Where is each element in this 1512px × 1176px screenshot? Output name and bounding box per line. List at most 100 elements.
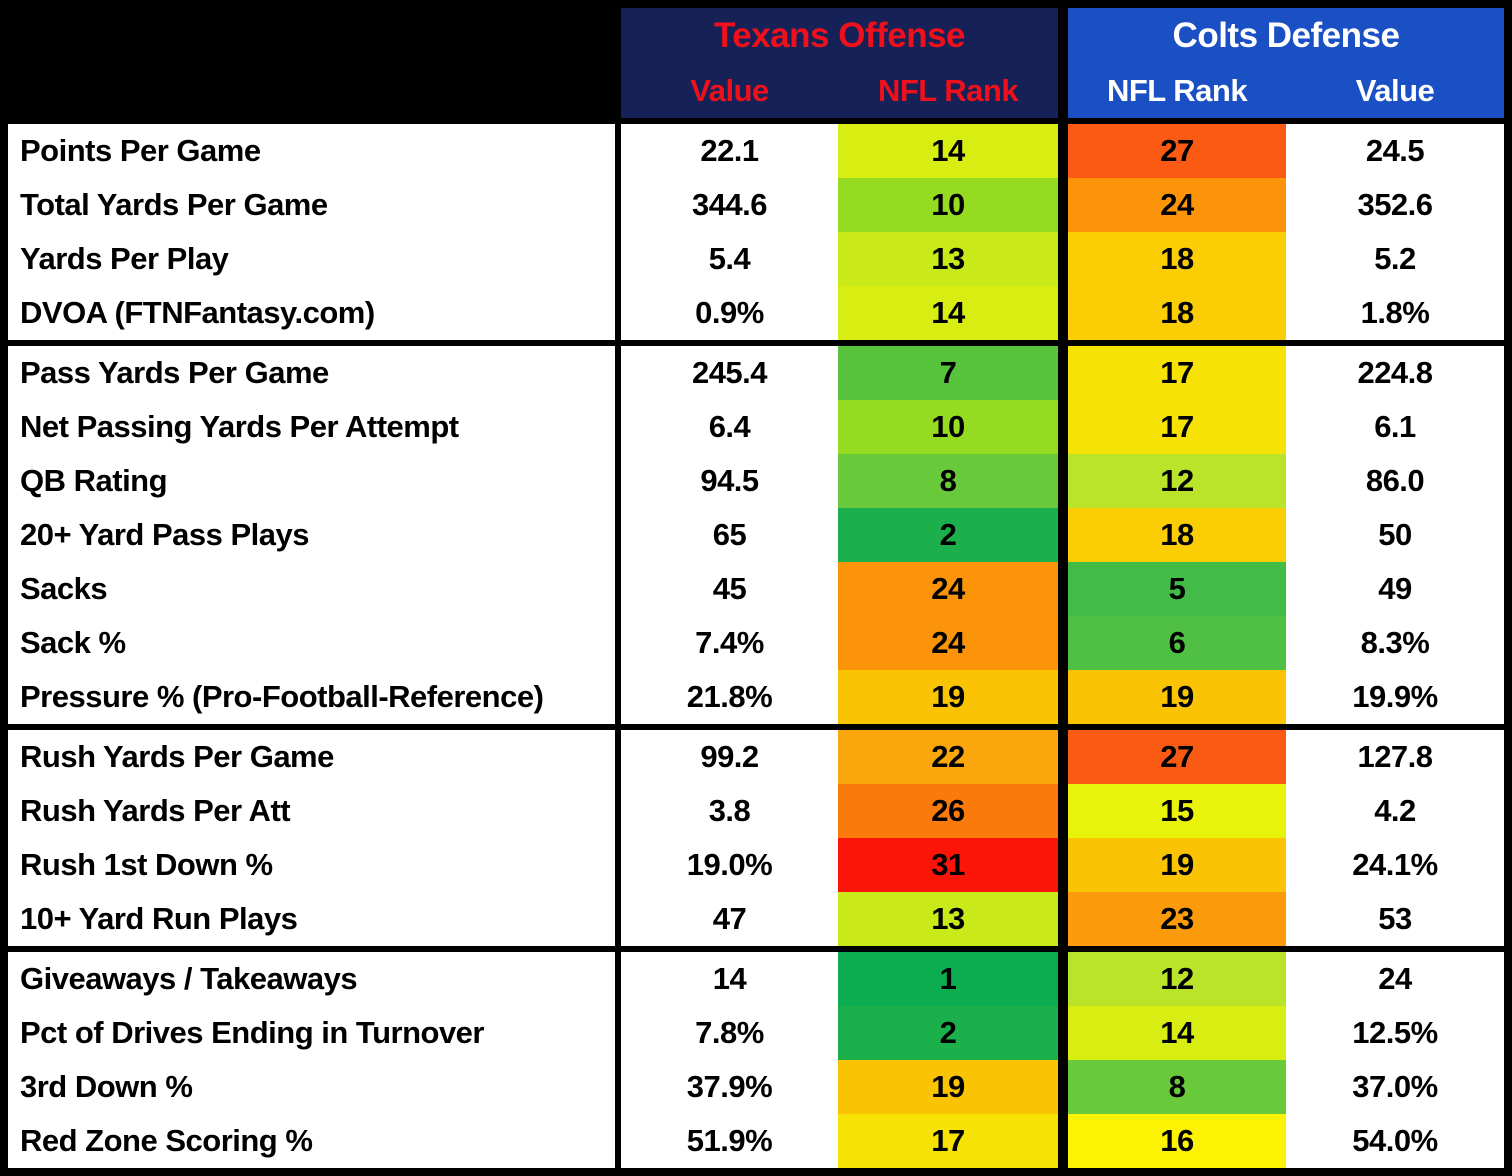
stat-label: Rush Yards Per Att (8, 784, 615, 838)
colts-value-cell: 24.5 (1286, 124, 1504, 178)
colts-value-cell: 6.1 (1286, 400, 1504, 454)
texans-value-cell: 22.1 (621, 124, 838, 178)
colts-value-column-header: Value (1286, 63, 1504, 118)
colts-rank-cell: 18 (1068, 508, 1286, 562)
colts-defense-header: Colts Defense (1068, 8, 1504, 63)
colts-rank-cell: 14 (1068, 1006, 1286, 1060)
texans-rank-cell: 24 (838, 616, 1058, 670)
texans-rank-cell: 7 (838, 346, 1058, 400)
texans-value-cell: 65 (621, 508, 838, 562)
colts-value-cell: 37.0% (1286, 1060, 1504, 1114)
texans-value-cell: 51.9% (621, 1114, 838, 1168)
colts-rank-cell: 23 (1068, 892, 1286, 946)
texans-value-cell: 7.4% (621, 616, 838, 670)
colts-value-cell: 127.8 (1286, 730, 1504, 784)
texans-rank-cell: 1 (838, 952, 1058, 1006)
colts-value-cell: 224.8 (1286, 346, 1504, 400)
colts-value-cell: 86.0 (1286, 454, 1504, 508)
texans-value-cell: 99.2 (621, 730, 838, 784)
colts-rank-cell: 24 (1068, 178, 1286, 232)
stat-label: Net Passing Yards Per Attempt (8, 400, 615, 454)
colts-value-cell: 53 (1286, 892, 1504, 946)
texans-value-cell: 7.8% (621, 1006, 838, 1060)
colts-rank-cell: 27 (1068, 730, 1286, 784)
colts-value-cell: 50 (1286, 508, 1504, 562)
texans-rank-cell: 17 (838, 1114, 1058, 1168)
colts-rank-cell: 17 (1068, 400, 1286, 454)
texans-rank-cell: 13 (838, 892, 1058, 946)
colts-rank-cell: 19 (1068, 838, 1286, 892)
texans-rank-cell: 13 (838, 232, 1058, 286)
texans-value-cell: 19.0% (621, 838, 838, 892)
texans-offense-header: Texans Offense (621, 8, 1058, 63)
colts-rank-cell: 5 (1068, 562, 1286, 616)
colts-value-cell: 54.0% (1286, 1114, 1504, 1168)
colts-rank-cell: 6 (1068, 616, 1286, 670)
texans-value-cell: 0.9% (621, 286, 838, 340)
texans-value-cell: 3.8 (621, 784, 838, 838)
texans-rank-cell: 19 (838, 670, 1058, 724)
colts-rank-cell: 17 (1068, 346, 1286, 400)
colts-rank-cell: 12 (1068, 952, 1286, 1006)
stat-label: 20+ Yard Pass Plays (8, 508, 615, 562)
stat-label: Pressure % (Pro-Football-Reference) (8, 670, 615, 724)
stat-label: Yards Per Play (8, 232, 615, 286)
texans-rank-cell: 26 (838, 784, 1058, 838)
colts-rank-cell: 27 (1068, 124, 1286, 178)
texans-rank-cell: 2 (838, 1006, 1058, 1060)
colts-value-cell: 24.1% (1286, 838, 1504, 892)
texans-rank-cell: 14 (838, 124, 1058, 178)
texans-value-column-header: Value (621, 63, 838, 118)
colts-nfl-rank-column-header: NFL Rank (1068, 63, 1286, 118)
texans-value-cell: 344.6 (621, 178, 838, 232)
texans-value-cell: 21.8% (621, 670, 838, 724)
stat-label: Giveaways / Takeaways (8, 952, 615, 1006)
texans-value-cell: 37.9% (621, 1060, 838, 1114)
colts-value-cell: 24 (1286, 952, 1504, 1006)
stat-label: Pct of Drives Ending in Turnover (8, 1006, 615, 1060)
colts-value-cell: 4.2 (1286, 784, 1504, 838)
texans-value-cell: 5.4 (621, 232, 838, 286)
colts-rank-cell: 18 (1068, 286, 1286, 340)
colts-rank-cell: 19 (1068, 670, 1286, 724)
colts-rank-cell: 12 (1068, 454, 1286, 508)
colts-rank-cell: 18 (1068, 232, 1286, 286)
texans-value-cell: 245.4 (621, 346, 838, 400)
stat-label: QB Rating (8, 454, 615, 508)
stat-label: 10+ Yard Run Plays (8, 892, 615, 946)
colts-rank-cell: 8 (1068, 1060, 1286, 1114)
texans-rank-cell: 10 (838, 178, 1058, 232)
stat-label: Rush Yards Per Game (8, 730, 615, 784)
colts-value-cell: 49 (1286, 562, 1504, 616)
texans-nfl-rank-column-header: NFL Rank (838, 63, 1058, 118)
texans-value-cell: 14 (621, 952, 838, 1006)
colts-value-cell: 12.5% (1286, 1006, 1504, 1060)
texans-rank-cell: 31 (838, 838, 1058, 892)
texans-rank-cell: 24 (838, 562, 1058, 616)
colts-rank-cell: 15 (1068, 784, 1286, 838)
stat-label: Total Yards Per Game (8, 178, 615, 232)
texans-rank-cell: 19 (838, 1060, 1058, 1114)
stat-label: Rush 1st Down % (8, 838, 615, 892)
texans-rank-cell: 14 (838, 286, 1058, 340)
stat-label: Red Zone Scoring % (8, 1114, 615, 1168)
texans-rank-cell: 22 (838, 730, 1058, 784)
stats-grid: Texans Offense Value NFL Rank Colts Defe… (8, 8, 1504, 1168)
texans-value-cell: 94.5 (621, 454, 838, 508)
colts-value-cell: 5.2 (1286, 232, 1504, 286)
stat-label: Sacks (8, 562, 615, 616)
texans-rank-cell: 2 (838, 508, 1058, 562)
texans-rank-cell: 10 (838, 400, 1058, 454)
stat-label: 3rd Down % (8, 1060, 615, 1114)
stat-label: DVOA (FTNFantasy.com) (8, 286, 615, 340)
colts-value-cell: 19.9% (1286, 670, 1504, 724)
texans-rank-cell: 8 (838, 454, 1058, 508)
texans-value-cell: 47 (621, 892, 838, 946)
stat-label: Pass Yards Per Game (8, 346, 615, 400)
colts-value-cell: 352.6 (1286, 178, 1504, 232)
stat-label: Points Per Game (8, 124, 615, 178)
texans-value-cell: 6.4 (621, 400, 838, 454)
texans-value-cell: 45 (621, 562, 838, 616)
colts-rank-cell: 16 (1068, 1114, 1286, 1168)
